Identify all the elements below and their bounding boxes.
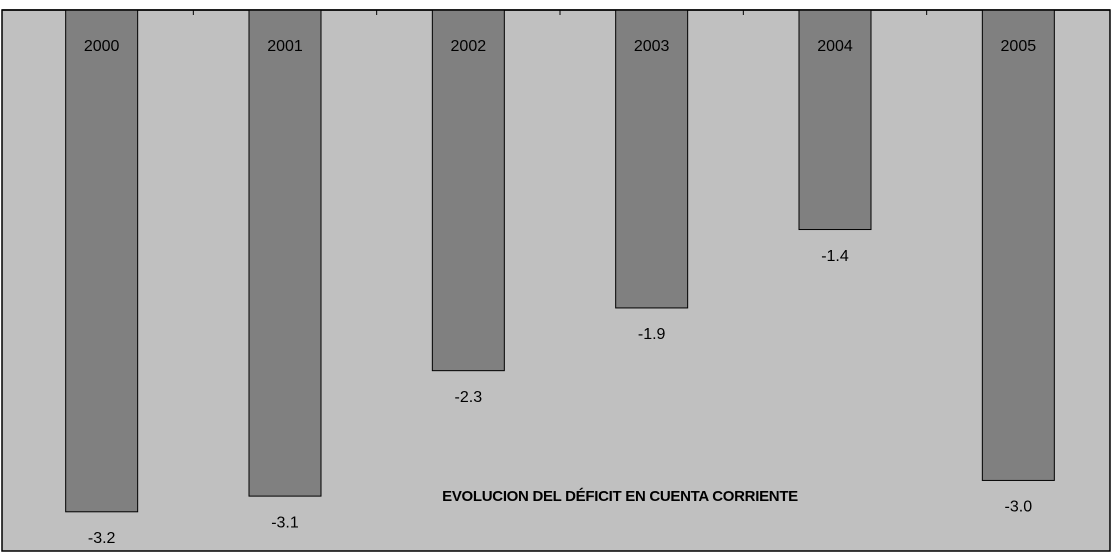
x-tick-label: 2002 (451, 38, 487, 55)
bar (981, 9, 1055, 481)
data-label: -3.1 (271, 514, 299, 531)
plot-area (1, 9, 1111, 552)
x-tick-label: 2001 (267, 38, 303, 55)
bar (615, 9, 689, 309)
data-label: -3.0 (1005, 499, 1033, 516)
data-label: -1.4 (821, 248, 849, 265)
bar (431, 9, 505, 372)
x-tick-label: 2000 (84, 38, 120, 55)
data-label: -3.2 (88, 530, 116, 547)
data-label: -2.3 (455, 389, 483, 406)
bar (65, 9, 139, 513)
bar (248, 9, 322, 497)
bar (798, 9, 872, 231)
x-tick-label: 2003 (634, 38, 670, 55)
data-label: -1.9 (638, 326, 666, 343)
x-tick-label: 2004 (817, 38, 853, 55)
chart-title: EVOLUCION DEL DÉFICIT EN CUENTA CORRIENT… (442, 488, 798, 505)
x-tick-label: 2005 (1001, 38, 1037, 55)
